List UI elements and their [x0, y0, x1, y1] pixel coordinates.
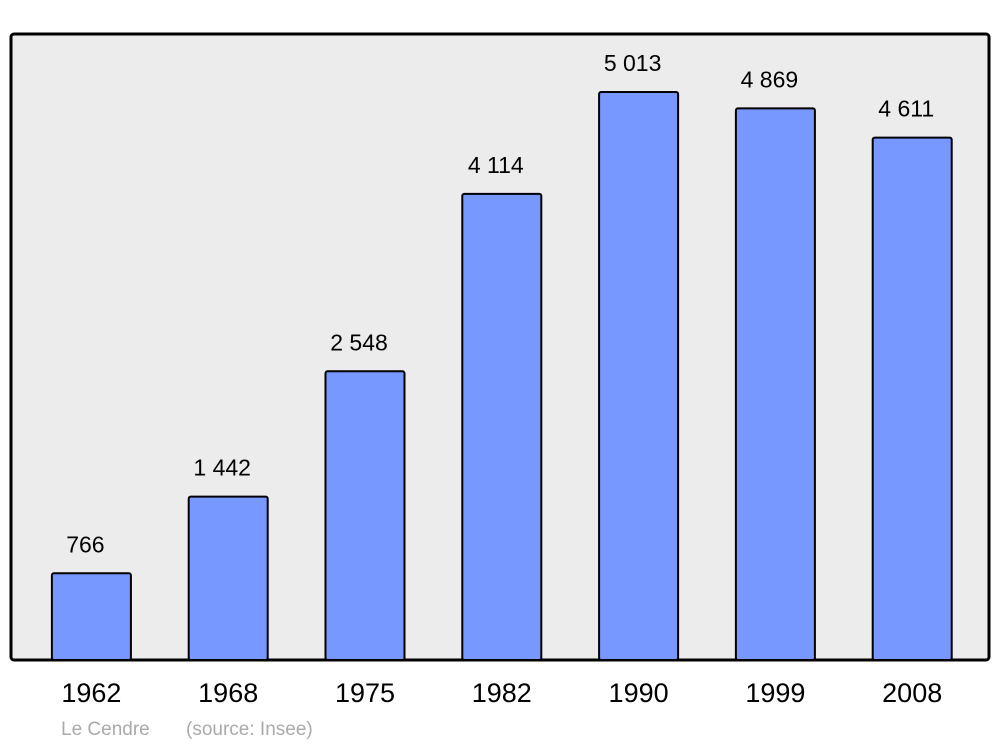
x-tick-label: 1999 [745, 678, 805, 708]
x-tick-label: 1990 [609, 678, 669, 708]
x-tick-label: 1982 [472, 678, 532, 708]
bar [871, 136, 953, 661]
bar [187, 495, 269, 661]
bar [598, 91, 680, 661]
bar [50, 572, 132, 662]
value-label: 2 548 [330, 329, 388, 355]
value-label: 4 869 [741, 66, 799, 92]
value-label: 5 013 [604, 50, 662, 76]
x-tick-label: 1968 [198, 678, 258, 708]
x-tick-label: 1975 [335, 678, 395, 708]
place-label: Le Cendre [61, 719, 150, 740]
x-tick-label: 1962 [61, 678, 121, 708]
value-label: 1 442 [193, 455, 251, 481]
source-label: (source: Insee) [186, 719, 313, 740]
x-tick-label: 2008 [882, 678, 942, 708]
bar [734, 107, 816, 662]
bar [461, 192, 543, 662]
bar [324, 370, 406, 661]
value-label: 766 [66, 531, 104, 557]
value-label: 4 611 [878, 96, 934, 122]
value-label: 4 114 [468, 152, 524, 178]
